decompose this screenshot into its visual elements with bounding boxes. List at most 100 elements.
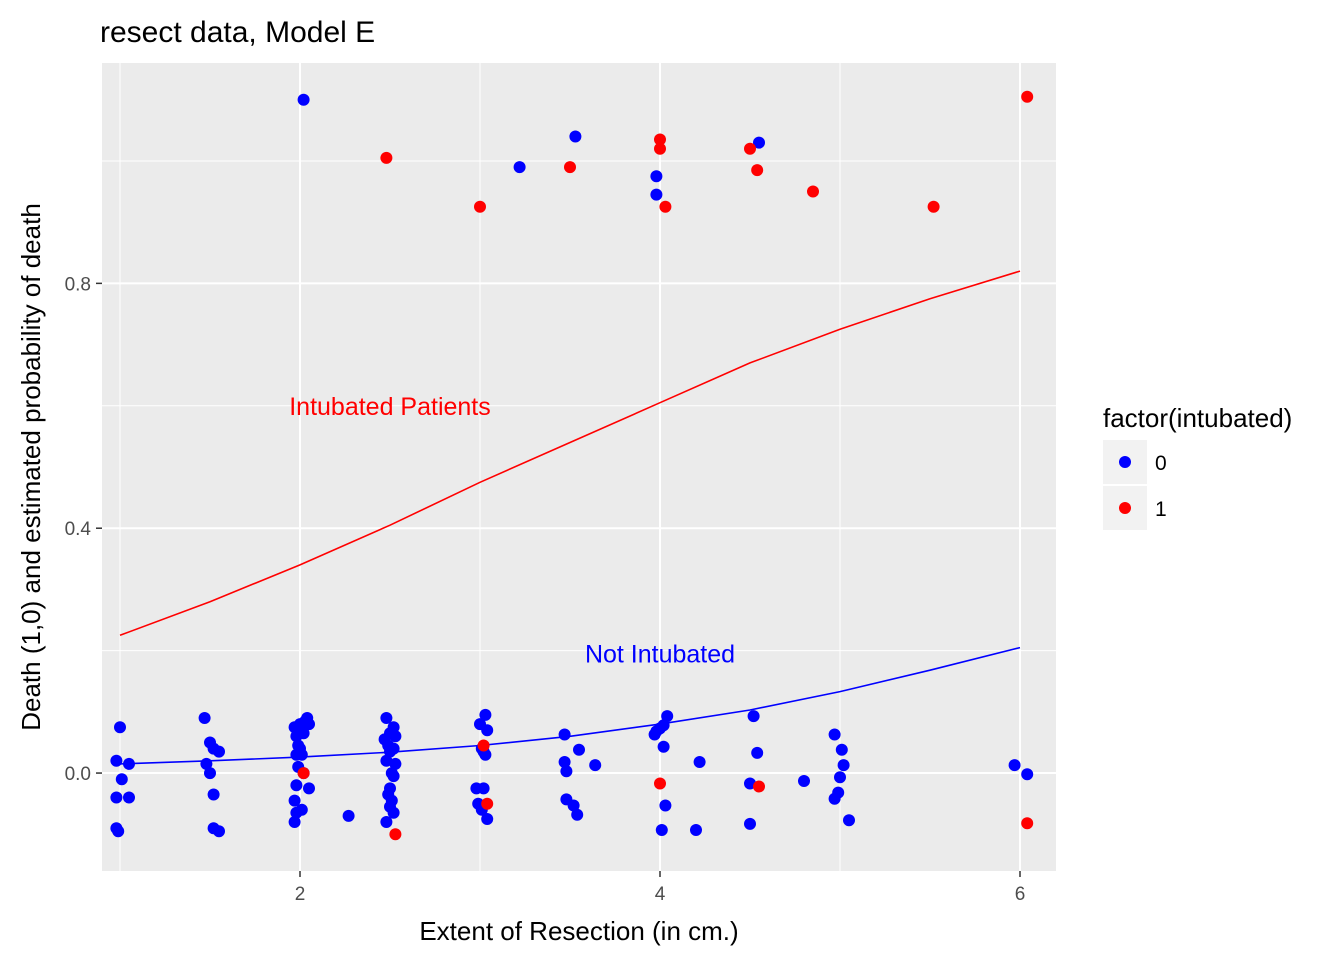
data-point-intubated-0 — [661, 710, 674, 723]
data-point-intubated-0 — [115, 773, 128, 786]
data-point-intubated-0 — [387, 806, 400, 819]
data-point-intubated-0 — [589, 759, 602, 772]
data-point-intubated-0 — [198, 712, 211, 724]
data-point-intubated-0 — [387, 770, 400, 783]
legend-key-dot — [1119, 456, 1131, 468]
data-point-intubated-0 — [204, 767, 216, 780]
data-point-intubated-0 — [513, 161, 526, 174]
data-point-intubated-0 — [1008, 759, 1021, 772]
annotation-label: Intubated Patients — [289, 393, 491, 421]
data-point-intubated-1 — [1021, 90, 1034, 103]
data-point-intubated-0 — [380, 712, 393, 724]
plot-panel — [102, 63, 1056, 871]
data-point-intubated-0 — [479, 748, 492, 761]
data-point-intubated-0 — [828, 792, 841, 805]
axis-ticks: 2 4 6 0.0 0.4 0.8 — [65, 274, 1026, 905]
annotation-label: Not Intubated — [585, 641, 735, 669]
data-point-intubated-1 — [481, 797, 494, 810]
data-point-intubated-0 — [288, 794, 301, 807]
data-point-intubated-0 — [297, 727, 310, 740]
data-point-intubated-0 — [213, 745, 225, 758]
data-point-intubated-1 — [477, 739, 490, 752]
data-point-intubated-1 — [297, 767, 310, 780]
x-tick-label: 6 — [1015, 884, 1026, 905]
y-tick-label: 0.8 — [65, 274, 91, 295]
data-point-intubated-0 — [301, 712, 314, 724]
annotations: Intubated Patients Not Intubated — [289, 393, 735, 669]
data-point-intubated-1 — [744, 142, 756, 155]
data-point-intubated-0 — [389, 730, 402, 743]
data-point-intubated-0 — [798, 775, 810, 787]
data-point-intubated-0 — [290, 748, 303, 761]
data-point-intubated-0 — [751, 746, 764, 759]
data-point-intubated-0 — [380, 754, 393, 767]
data-point-intubated-0 — [655, 824, 668, 836]
legend-key-dot — [1119, 502, 1131, 514]
data-point-intubated-0 — [380, 816, 393, 828]
data-point-intubated-1 — [380, 151, 393, 164]
data-point-intubated-0 — [479, 708, 492, 721]
legend-keys: 01 — [1103, 440, 1167, 530]
data-point-intubated-0 — [657, 740, 670, 753]
data-point-intubated-0 — [290, 806, 303, 819]
data-point-intubated-0 — [200, 757, 213, 770]
data-point-intubated-0 — [389, 757, 402, 770]
data-point-intubated-0 — [213, 825, 225, 838]
data-point-intubated-0 — [1021, 768, 1034, 781]
y-tick-label: 0.0 — [65, 764, 91, 785]
data-point-intubated-0 — [693, 756, 706, 768]
data-point-intubated-0 — [303, 782, 315, 795]
data-point-intubated-1 — [927, 200, 940, 213]
data-point-intubated-1 — [474, 200, 486, 213]
data-point-intubated-1 — [654, 142, 666, 155]
data-point-intubated-0 — [567, 799, 580, 812]
data-point-intubated-0 — [835, 743, 848, 756]
data-point-intubated-0 — [481, 813, 494, 825]
data-point-intubated-1 — [564, 161, 576, 174]
data-point-intubated-0 — [650, 725, 663, 738]
data-point-intubated-0 — [560, 765, 573, 778]
data-point-intubated-0 — [744, 817, 756, 830]
legend: factor(intubated) 01 — [1103, 403, 1292, 530]
data-point-intubated-0 — [207, 788, 220, 801]
data-point-intubated-0 — [747, 710, 760, 723]
data-points — [110, 90, 1034, 841]
data-point-intubated-0 — [834, 771, 846, 784]
x-axis-title: Extent of Resection (in cm.) — [419, 916, 738, 946]
data-point-intubated-0 — [290, 779, 303, 792]
chart-title: resect data, Model E — [100, 16, 375, 49]
data-point-intubated-0 — [753, 136, 765, 149]
data-point-intubated-0 — [114, 721, 126, 734]
data-point-intubated-0 — [650, 170, 663, 183]
fitted-curve-intubated-1 — [119, 270, 1021, 637]
data-point-intubated-0 — [123, 791, 135, 804]
data-point-intubated-1 — [654, 777, 666, 790]
data-point-intubated-1 — [659, 200, 672, 213]
data-point-intubated-0 — [569, 130, 582, 143]
x-tick-label: 2 — [295, 884, 306, 905]
data-point-intubated-0 — [558, 728, 571, 741]
data-point-intubated-0 — [659, 799, 672, 812]
data-point-intubated-0 — [843, 814, 855, 827]
data-point-intubated-0 — [123, 757, 135, 770]
data-point-intubated-0 — [837, 759, 850, 772]
data-point-intubated-1 — [807, 185, 819, 198]
data-point-intubated-0 — [481, 724, 494, 737]
data-point-intubated-0 — [288, 816, 301, 828]
data-point-intubated-0 — [573, 743, 585, 756]
data-point-intubated-0 — [297, 93, 310, 106]
data-point-intubated-0 — [650, 188, 663, 201]
data-point-intubated-0 — [690, 824, 702, 836]
data-point-intubated-1 — [751, 164, 764, 177]
data-point-intubated-0 — [828, 728, 841, 741]
data-point-intubated-0 — [571, 808, 584, 821]
legend-label: 1 — [1155, 498, 1167, 521]
data-point-intubated-0 — [558, 756, 571, 768]
data-point-intubated-1 — [1021, 817, 1034, 830]
y-axis-title: Death (1,0) and estimated probability of… — [16, 203, 46, 731]
y-tick-label: 0.4 — [65, 519, 92, 540]
x-tick-label: 4 — [655, 884, 666, 905]
data-point-intubated-0 — [387, 742, 400, 755]
data-point-intubated-1 — [654, 133, 666, 146]
